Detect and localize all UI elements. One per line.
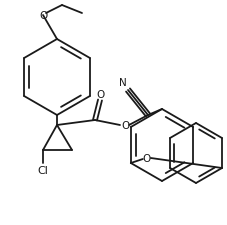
Text: O: O: [39, 11, 47, 21]
Text: O: O: [143, 153, 151, 163]
Text: O: O: [96, 90, 104, 99]
Text: N: N: [119, 78, 127, 88]
Text: Cl: Cl: [37, 165, 48, 175]
Text: O: O: [121, 120, 129, 130]
